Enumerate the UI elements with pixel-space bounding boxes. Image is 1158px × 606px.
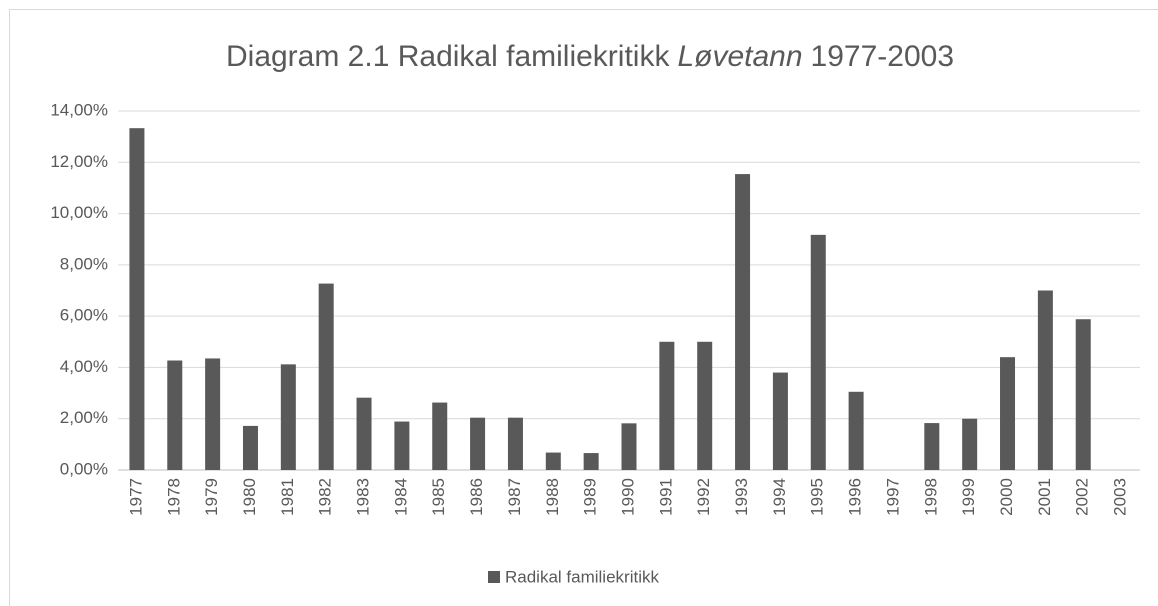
bar — [1037, 290, 1053, 470]
bar — [318, 283, 334, 470]
x-tick-label: 1982 — [316, 478, 335, 516]
bar — [545, 452, 561, 470]
x-tick-label: 1995 — [808, 478, 827, 516]
chart-frame — [9, 9, 1158, 606]
x-tick-label: 1992 — [694, 478, 713, 516]
y-tick-label: 10,00% — [50, 203, 108, 222]
bar — [583, 453, 599, 470]
bar — [810, 234, 826, 470]
bar — [129, 128, 145, 470]
x-tick-label: 1987 — [505, 478, 524, 516]
x-tick-label: 2002 — [1073, 478, 1092, 516]
bar — [735, 174, 751, 470]
bar — [205, 358, 221, 470]
bar — [697, 341, 713, 470]
x-tick-label: 1986 — [467, 478, 486, 516]
x-tick-label: 1997 — [883, 478, 902, 516]
x-tick-label: 1990 — [618, 478, 637, 516]
x-tick-label: 2000 — [997, 478, 1016, 516]
bar — [167, 360, 183, 470]
chart-title: Diagram 2.1 Radikal familiekritikk Løveta… — [226, 40, 954, 73]
legend-label: Radikal familiekritikk — [505, 567, 659, 586]
x-tick-label: 1999 — [959, 478, 978, 516]
y-tick-label: 14,00% — [50, 100, 108, 119]
y-tick-label: 8,00% — [60, 254, 108, 273]
x-tick-label: 1980 — [240, 478, 259, 516]
x-tick-label: 1996 — [846, 478, 865, 516]
y-tick-label: 4,00% — [60, 357, 108, 376]
bar — [470, 417, 486, 470]
x-tick-label: 1978 — [164, 478, 183, 516]
x-tick-label: 1993 — [732, 478, 751, 516]
bar — [507, 417, 523, 470]
x-tick-label: 1989 — [581, 478, 600, 516]
bar — [848, 391, 864, 470]
x-tick-label: 1994 — [770, 478, 789, 516]
bar — [432, 402, 448, 470]
y-tick-label: 12,00% — [50, 152, 108, 171]
bar — [280, 364, 296, 470]
legend-swatch — [488, 571, 500, 583]
x-tick-label: 1979 — [202, 478, 221, 516]
x-tick-label: 1991 — [656, 478, 675, 516]
x-tick-label: 1985 — [429, 478, 448, 516]
bar — [394, 421, 410, 470]
title-part: Løvetann — [677, 40, 802, 73]
bar — [962, 418, 978, 470]
y-tick-label: 6,00% — [60, 306, 108, 325]
bar — [356, 397, 372, 470]
title-part: 1977-2003 — [811, 40, 954, 73]
x-tick-label: 1981 — [278, 478, 297, 516]
y-tick-label: 0,00% — [60, 459, 108, 478]
x-tick-label: 1998 — [921, 478, 940, 516]
bar — [621, 423, 637, 470]
bar — [1000, 357, 1016, 470]
x-tick-label: 1984 — [391, 478, 410, 516]
bar — [924, 423, 940, 470]
bar — [1075, 319, 1091, 470]
x-tick-label: 2003 — [1111, 478, 1130, 516]
x-tick-label: 1977 — [126, 478, 145, 516]
bar — [242, 425, 258, 470]
x-tick-label: 2001 — [1035, 478, 1054, 516]
title-part: Diagram 2.1 Radikal familiekritikk — [226, 40, 670, 73]
bar — [772, 372, 788, 470]
x-tick-label: 1983 — [354, 478, 373, 516]
bar — [659, 341, 675, 470]
y-tick-label: 2,00% — [60, 408, 108, 427]
x-tick-label: 1988 — [543, 478, 562, 516]
